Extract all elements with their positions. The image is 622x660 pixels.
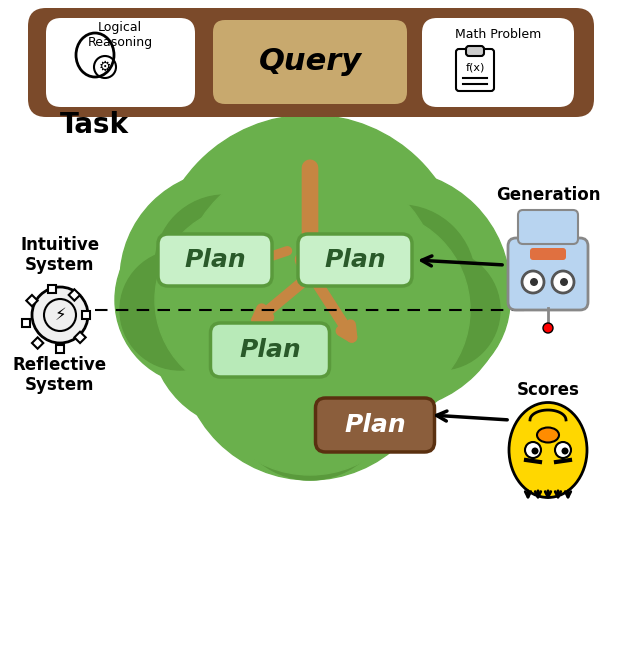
Bar [26,295,37,306]
Text: Scores: Scores [516,381,580,399]
Text: ⚙: ⚙ [99,60,111,74]
Bar [48,285,56,293]
FancyBboxPatch shape [456,49,494,91]
FancyBboxPatch shape [466,46,484,56]
Text: Intuitive
System: Intuitive System [21,236,100,275]
FancyBboxPatch shape [28,8,594,117]
Circle shape [115,215,285,385]
FancyBboxPatch shape [315,398,435,452]
Bar [68,289,80,300]
Bar [82,311,90,319]
Ellipse shape [537,428,559,442]
Circle shape [155,195,295,335]
Circle shape [525,442,541,458]
Text: Generation: Generation [496,186,600,204]
Circle shape [155,115,465,425]
Text: Plan: Plan [239,338,301,362]
FancyBboxPatch shape [422,18,574,107]
Text: Plan: Plan [344,413,406,437]
Text: Reflective
System: Reflective System [13,356,107,395]
Circle shape [270,210,470,410]
Text: Logical
Reasoning: Logical Reasoning [88,21,152,49]
FancyBboxPatch shape [298,234,412,286]
Circle shape [532,447,539,455]
Circle shape [155,205,345,395]
Circle shape [543,323,553,333]
FancyBboxPatch shape [508,238,588,310]
Circle shape [555,442,571,458]
Circle shape [265,215,475,425]
Circle shape [330,210,510,390]
Circle shape [530,278,538,286]
Text: Query: Query [258,48,361,77]
Bar [297,165,313,320]
Text: ⚡: ⚡ [54,306,66,324]
Circle shape [120,170,340,390]
Text: Plan: Plan [324,248,386,272]
Circle shape [150,230,350,430]
FancyBboxPatch shape [46,18,195,107]
Circle shape [44,299,76,331]
Bar [32,337,44,348]
Circle shape [562,447,569,455]
Text: Task: Task [60,111,129,139]
Circle shape [560,278,568,286]
Circle shape [32,287,88,343]
FancyBboxPatch shape [518,210,578,244]
Ellipse shape [220,156,400,184]
FancyBboxPatch shape [210,323,330,377]
Bar [22,319,30,327]
Circle shape [230,320,390,480]
Ellipse shape [509,403,587,498]
Circle shape [380,250,500,370]
Circle shape [552,271,574,293]
Circle shape [522,271,544,293]
Text: Math Problem: Math Problem [455,28,541,42]
FancyBboxPatch shape [158,234,272,286]
Bar [75,332,86,343]
Circle shape [200,255,420,475]
Bar [287,165,333,320]
Circle shape [120,250,240,370]
Circle shape [270,170,510,410]
FancyBboxPatch shape [530,248,566,260]
Circle shape [180,220,440,480]
Text: f(x): f(x) [465,62,485,72]
Bar [56,345,64,353]
Circle shape [180,160,440,420]
Text: Plan: Plan [184,248,246,272]
Circle shape [325,205,475,355]
FancyBboxPatch shape [213,20,407,104]
